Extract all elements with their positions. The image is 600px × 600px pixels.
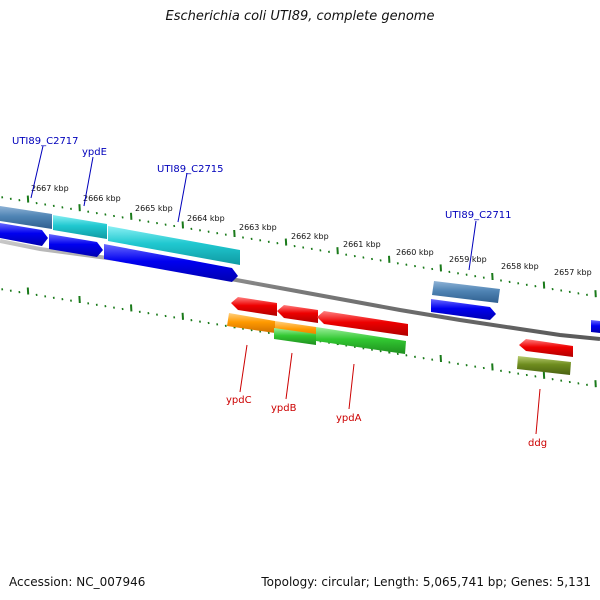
gene-bar-ddg[interactable] bbox=[517, 356, 571, 375]
leader-line bbox=[30, 145, 44, 199]
gene-bar-ypdE[interactable] bbox=[53, 215, 107, 239]
gene-label-ypdE[interactable]: ypdE bbox=[82, 147, 107, 158]
inner-tick-row bbox=[1, 287, 597, 388]
cds-arrow-reverse[interactable] bbox=[231, 297, 277, 316]
gene-bar-ypdB-green[interactable] bbox=[274, 328, 316, 345]
ruler-label: 2663 kbp bbox=[239, 223, 277, 232]
gene-label-ypdB[interactable]: ypdB bbox=[271, 403, 297, 414]
gene-label-UTI89_C2711[interactable]: UTI89_C2711 bbox=[445, 210, 512, 221]
cds-arrow-forward[interactable] bbox=[104, 244, 238, 282]
label-leaders bbox=[30, 145, 541, 435]
leader-line bbox=[83, 156, 94, 207]
ruler-label: 2662 kbp bbox=[291, 232, 329, 241]
cds-arrow-forward[interactable] bbox=[49, 234, 103, 257]
outer-tick-row bbox=[1, 195, 597, 298]
ruler-label: 2660 kbp bbox=[396, 248, 434, 257]
ruler-label: 2665 kbp bbox=[135, 204, 173, 213]
leader-line bbox=[348, 363, 355, 410]
gene-label-UTI89_C2717[interactable]: UTI89_C2717 bbox=[12, 136, 79, 147]
cds-arrow-reverse[interactable] bbox=[317, 311, 408, 336]
reverse-cds-track bbox=[231, 297, 573, 357]
cds-arrow-forward[interactable] bbox=[591, 320, 600, 333]
ruler-label: 2664 kbp bbox=[187, 214, 225, 223]
gene-label-ypdA[interactable]: ypdA bbox=[336, 413, 362, 424]
gene-bar-ypdA[interactable] bbox=[316, 327, 406, 354]
ruler-label: 2661 kbp bbox=[343, 240, 381, 249]
ruler-label: 2666 kbp bbox=[83, 194, 121, 203]
ruler-label: 2657 kbp bbox=[554, 268, 592, 277]
ruler-label: 2659 kbp bbox=[449, 255, 487, 264]
gene-labels: UTI89_C2717 ypdE UTI89_C2715 UTI89_C2711… bbox=[12, 136, 547, 449]
accession-label: Accession: NC_007946 bbox=[9, 575, 146, 589]
forward-gene-track bbox=[0, 206, 500, 303]
gene-label-ddg[interactable]: ddg bbox=[528, 438, 547, 449]
ruler-label: 2658 kbp bbox=[501, 262, 539, 271]
gene-bar-UTI89_C2715[interactable] bbox=[108, 226, 240, 265]
gene-label-UTI89_C2715[interactable]: UTI89_C2715 bbox=[157, 164, 224, 175]
leader-line bbox=[239, 344, 248, 393]
gene-bar-UTI89_C2717[interactable] bbox=[0, 206, 52, 229]
leader-line bbox=[285, 352, 293, 400]
cds-arrow-forward[interactable] bbox=[431, 299, 496, 320]
gene-bar-UTI89_C2711[interactable] bbox=[432, 281, 500, 303]
gene-label-ypdC[interactable]: ypdC bbox=[226, 395, 252, 406]
leader-line bbox=[535, 388, 541, 435]
ruler-labels: 2667 kbp 2666 kbp 2665 kbp 2664 kbp 2663… bbox=[31, 184, 592, 277]
genome-title: Escherichia coli UTI89, complete genome bbox=[165, 9, 435, 24]
cds-arrow-reverse[interactable] bbox=[277, 305, 318, 323]
reverse-gene-track bbox=[227, 313, 571, 375]
leader-line bbox=[177, 172, 188, 223]
cds-arrow-reverse[interactable] bbox=[519, 339, 573, 357]
cds-arrow-forward[interactable] bbox=[0, 223, 48, 246]
gene-bar-ypdC[interactable] bbox=[227, 313, 275, 333]
forward-cds-track bbox=[0, 223, 600, 333]
genome-summary: Topology: circular; Length: 5,065,741 bp… bbox=[261, 575, 591, 589]
leader-line bbox=[468, 220, 477, 271]
ruler-label: 2667 kbp bbox=[31, 184, 69, 193]
